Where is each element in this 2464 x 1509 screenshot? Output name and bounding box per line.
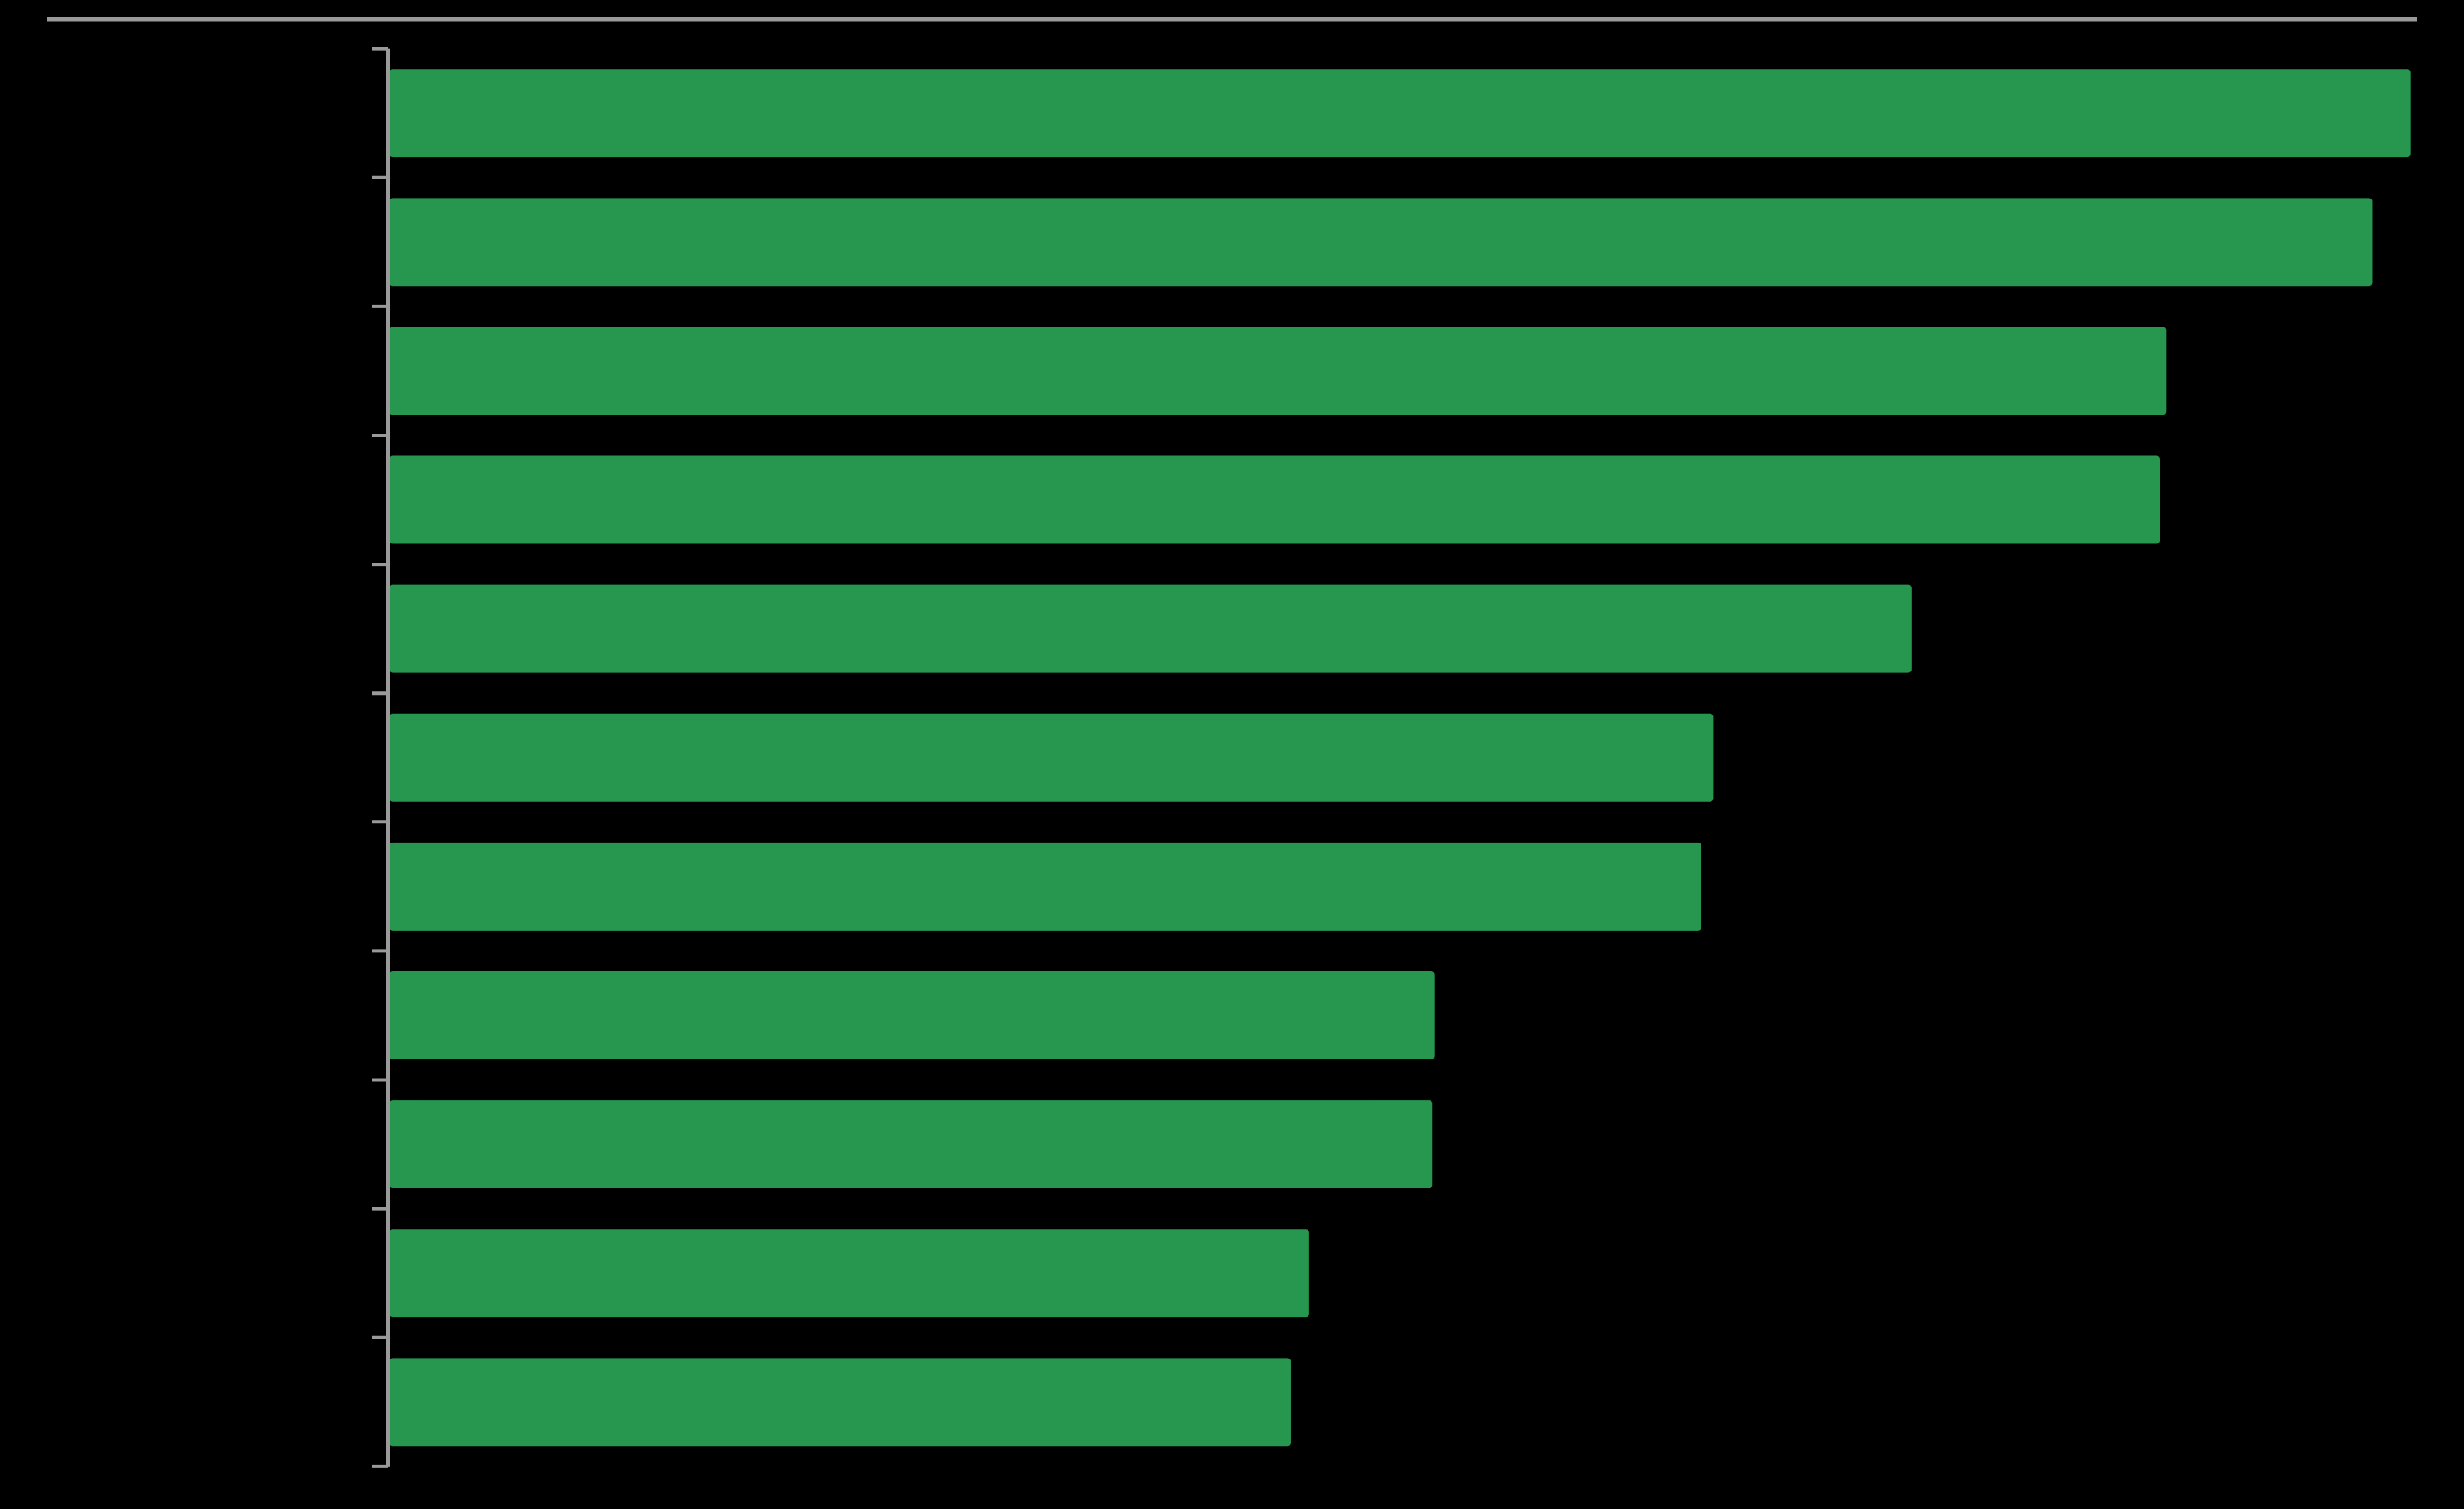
bar — [390, 198, 2373, 287]
bar — [390, 842, 1701, 931]
bar — [390, 455, 2161, 544]
bar — [390, 971, 1435, 1059]
bar — [390, 1358, 1291, 1447]
bar — [390, 713, 1714, 802]
bar — [390, 1229, 1309, 1318]
bar — [390, 1100, 1433, 1189]
bar — [390, 69, 2411, 158]
bar — [390, 584, 1912, 673]
bar — [390, 327, 2167, 415]
